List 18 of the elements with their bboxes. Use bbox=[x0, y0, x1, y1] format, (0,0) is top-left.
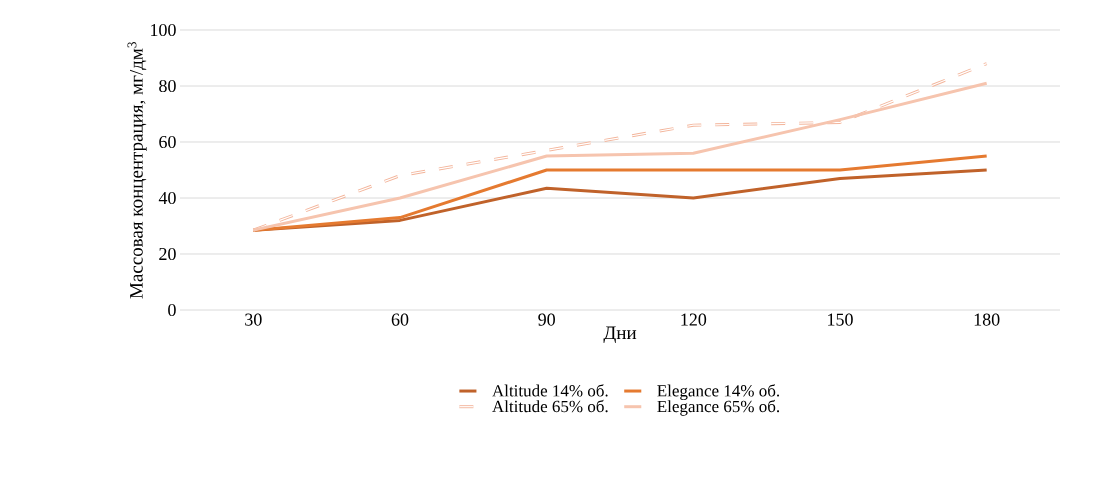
y-tick-label: 20 bbox=[159, 247, 176, 261]
y-tick-label: 60 bbox=[159, 135, 176, 149]
legend-label: Altitude 65% об. bbox=[492, 399, 608, 413]
x-tick-label: 150 bbox=[828, 313, 853, 326]
y-tick-label: 0 bbox=[168, 303, 176, 317]
y-axis-title: Массовая концентрация, мг/дм$^{3}$ bbox=[127, 42, 147, 299]
legend-label: Elegance 65% об. bbox=[657, 399, 780, 416]
x-tick-label: 180 bbox=[974, 313, 1000, 326]
y-tick-label: 80 bbox=[159, 79, 176, 93]
y-tick-label: 100 bbox=[151, 23, 176, 37]
legend-label: Elegance 14% об. bbox=[657, 384, 780, 401]
x-tick-label: 60 bbox=[391, 313, 409, 326]
x-tick-label: 120 bbox=[681, 313, 707, 326]
x-tick-label: 90 bbox=[538, 313, 555, 326]
x-axis-title: Дни bbox=[603, 326, 637, 344]
y-tick-label: 40 bbox=[158, 191, 176, 205]
legend-label: Altitude 14% об. bbox=[492, 384, 608, 397]
x-tick-label: 30 bbox=[245, 313, 262, 326]
